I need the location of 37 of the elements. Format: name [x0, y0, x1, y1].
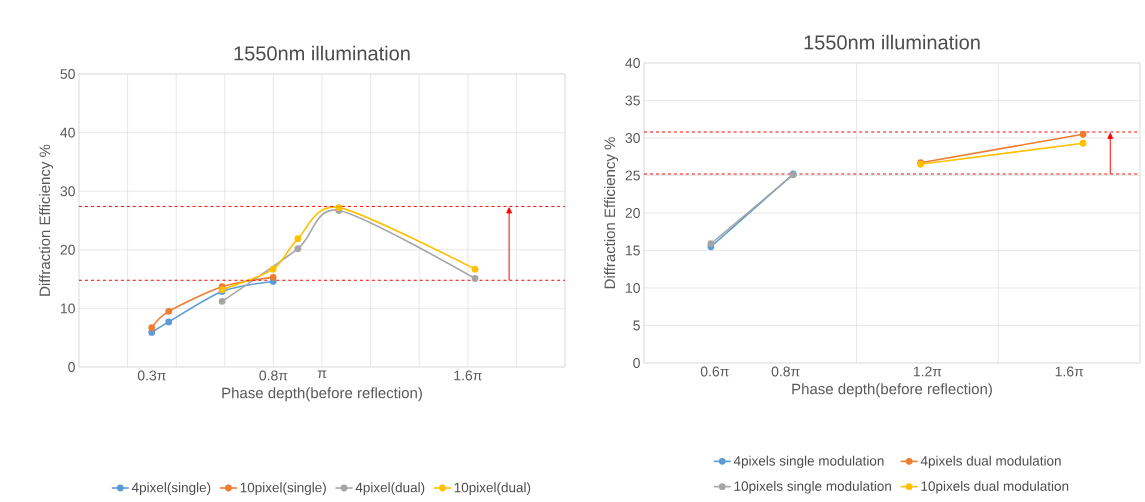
x-tick-label: 0.3π	[137, 370, 166, 381]
chart-title: 1550nm illumination	[234, 45, 410, 61]
y-tick-label: 0	[633, 358, 640, 368]
y-axis-title: Diffraction Efficiency %	[604, 137, 619, 289]
y-tick-label: 10	[625, 283, 640, 293]
x-tick-label: π	[317, 370, 327, 379]
legend-label: 10pixel(dual)	[454, 482, 531, 495]
y-tick-label: 30	[625, 133, 640, 143]
y-tick-label: 30	[60, 186, 75, 197]
y-axis-title: Diffraction Efficiency %	[39, 144, 54, 296]
y-tick-label: 0	[68, 362, 75, 372]
y-tick-label: 10	[60, 303, 75, 314]
y-tick-label: 5	[633, 320, 640, 331]
legend-label: 4pixels single modulation	[733, 455, 884, 469]
x-tick-label: 1.6π	[454, 370, 482, 381]
y-tick-label: 40	[60, 127, 75, 138]
x-tick-label: 1.2π	[913, 366, 942, 377]
y-tick-label: 25	[625, 170, 640, 181]
y-tick-label: 50	[60, 69, 75, 79]
y-tick-label: 20	[60, 244, 75, 255]
legend-label: 10pixel(single)	[240, 482, 326, 495]
y-tick-label: 20	[625, 208, 640, 218]
y-tick-label: 40	[625, 58, 640, 68]
y-tick-label: 15	[625, 245, 640, 256]
legend-label: 4pixel(dual)	[355, 482, 425, 495]
x-axis-title: Phase depth(before reflection)	[792, 383, 992, 398]
chart-title: 1550nm illumination	[804, 34, 980, 50]
x-axis-title: Phase depth(before reflection)	[222, 387, 422, 402]
x-tick-label: 0.8π	[771, 366, 800, 377]
legend-label: 4pixel(single)	[131, 482, 211, 495]
x-tick-label: 0.8π	[259, 370, 288, 381]
x-tick-label: 1.6π	[1055, 366, 1084, 377]
legend-label: 10pixels single modulation	[734, 480, 891, 494]
legend-label: 10pixels dual modulation	[921, 480, 1069, 494]
y-tick-label: 35	[625, 95, 640, 106]
legend-label: 4pixels dual modulation	[920, 455, 1061, 469]
x-tick-label: 0.6π	[700, 366, 729, 377]
